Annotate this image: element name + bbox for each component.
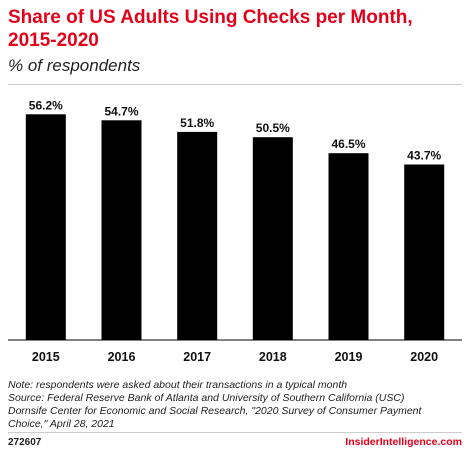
data-label-2017: 51.8% [180,116,214,130]
chart-id: 272607 [8,437,42,448]
data-label-2018: 50.5% [256,121,290,135]
x-tick-label-2016: 2016 [108,350,136,364]
x-tick-label-2019: 2019 [335,350,363,364]
x-tick-label-2020: 2020 [410,350,438,364]
x-tick-label-2015: 2015 [32,350,60,364]
chart-subtitle: % of respondents [8,56,141,75]
brand-link[interactable]: InsiderIntelligence.com [345,436,462,448]
bar-2015 [25,114,66,340]
footnote-source-line-1: Source: Federal Reserve Bank of Atlanta … [8,392,405,404]
top-divider [8,84,462,85]
footnote-source-line-3: Choice," April 28, 2021 [8,418,115,430]
bar-2016 [101,120,142,340]
bar-chart: 56.2% 2015 54.7% 2016 51.8% 2017 50.5% 2018 46.5… [8,98,462,364]
data-label-2015: 56.2% [29,98,63,112]
x-tick-label-2017: 2017 [183,350,211,364]
footnote-note: Note: respondents were asked about their… [8,379,348,391]
chart-title: Share of US Adults Using Checks per Mont… [8,7,413,51]
data-label-2020: 43.7% [407,149,441,163]
x-tick-label-2018: 2018 [259,350,287,364]
data-label-2016: 54.7% [104,104,138,118]
footnote: Note: respondents were asked about their… [8,379,464,431]
bar-2017 [177,131,218,340]
chart-area: 56.2% 2015 54.7% 2016 51.8% 2017 50.5% 2018 46.5… [0,85,470,375]
footnote-source-line-2: Dornsife Center for Economic and Social … [8,405,422,417]
bar-2020 [404,164,445,340]
bar-2019 [328,153,369,340]
data-label-2019: 46.5% [331,137,365,151]
bottom-divider [8,432,462,433]
bar-2018 [252,137,293,340]
